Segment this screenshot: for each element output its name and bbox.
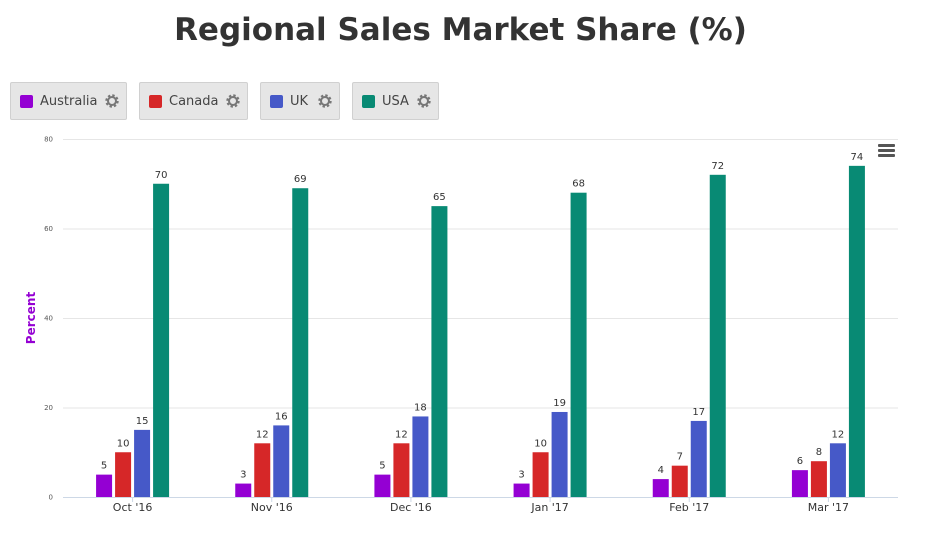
y-tick-label: 80 xyxy=(44,136,53,144)
data-label: 16 xyxy=(275,411,288,422)
legend-swatch xyxy=(20,94,33,108)
data-label: 7 xyxy=(677,452,683,463)
data-label: 65 xyxy=(433,192,446,203)
menu-icon[interactable] xyxy=(877,143,897,159)
data-label: 68 xyxy=(572,179,585,190)
bar xyxy=(652,479,669,497)
bar xyxy=(570,192,587,497)
chart-title: Regional Sales Market Share (%) xyxy=(174,12,747,48)
legend-label: Canada xyxy=(169,93,219,109)
bar xyxy=(153,183,170,497)
data-label: 10 xyxy=(117,438,130,449)
bar xyxy=(235,483,252,497)
data-label: 72 xyxy=(711,161,724,172)
legend-label: Australia xyxy=(40,93,98,109)
x-tick-label: Jan '17 xyxy=(530,501,568,514)
x-tick-label: Nov '16 xyxy=(251,501,293,514)
bar xyxy=(254,443,271,497)
data-label: 17 xyxy=(692,407,705,418)
legend-swatch xyxy=(362,94,375,108)
data-label: 70 xyxy=(155,170,168,181)
bar xyxy=(96,474,113,497)
data-label: 74 xyxy=(851,152,864,163)
bar xyxy=(374,474,391,497)
y-tick-label: 20 xyxy=(44,404,53,412)
x-tick-label: Feb '17 xyxy=(669,501,709,514)
data-label: 5 xyxy=(379,461,385,472)
bar xyxy=(791,470,808,497)
data-label: 4 xyxy=(658,465,664,476)
bar xyxy=(829,443,846,497)
legend-item-canada[interactable]: Canada xyxy=(139,82,248,120)
data-label: 3 xyxy=(240,470,246,481)
gear-icon[interactable] xyxy=(317,93,333,109)
data-label: 12 xyxy=(832,429,845,440)
y-axis-title: Percent xyxy=(24,292,38,345)
bar xyxy=(532,452,549,497)
data-label: 69 xyxy=(294,174,307,185)
legend-item-usa[interactable]: USA xyxy=(352,82,439,120)
bar xyxy=(115,452,132,497)
legend-item-uk[interactable]: UK xyxy=(260,82,340,120)
data-label: 18 xyxy=(414,402,427,413)
x-tick-label: Mar '17 xyxy=(808,501,849,514)
data-label: 19 xyxy=(553,398,566,409)
data-label: 12 xyxy=(395,429,408,440)
y-tick-label: 40 xyxy=(44,315,53,323)
gear-icon[interactable] xyxy=(104,93,120,109)
data-label: 3 xyxy=(518,470,524,481)
y-tick-label: 60 xyxy=(44,225,53,233)
bar xyxy=(431,206,448,497)
legend-label: USA xyxy=(382,93,409,109)
bar xyxy=(134,429,151,497)
legend-swatch xyxy=(149,94,162,108)
legend-label: UK xyxy=(290,93,309,109)
gear-icon[interactable] xyxy=(416,93,432,109)
bar xyxy=(513,483,530,497)
x-tick-label: Dec '16 xyxy=(390,501,432,514)
data-label: 15 xyxy=(136,416,149,427)
legend-item-australia[interactable]: Australia xyxy=(10,82,127,120)
bar xyxy=(690,420,707,497)
gear-icon[interactable] xyxy=(225,93,241,109)
data-label: 6 xyxy=(797,456,803,467)
y-tick-label: 0 xyxy=(49,494,53,502)
data-label: 8 xyxy=(816,447,822,458)
x-tick-label: Oct '16 xyxy=(113,501,153,514)
data-label: 5 xyxy=(101,461,107,472)
data-label: 12 xyxy=(256,429,269,440)
bar xyxy=(412,416,429,497)
legend-swatch xyxy=(270,94,283,108)
bar xyxy=(393,443,410,497)
bar xyxy=(551,411,568,497)
bar xyxy=(709,174,726,498)
data-label: 10 xyxy=(534,438,547,449)
bar xyxy=(292,188,309,497)
bar xyxy=(671,465,688,497)
bar xyxy=(273,425,290,497)
bar xyxy=(810,461,827,497)
bar xyxy=(848,165,865,497)
